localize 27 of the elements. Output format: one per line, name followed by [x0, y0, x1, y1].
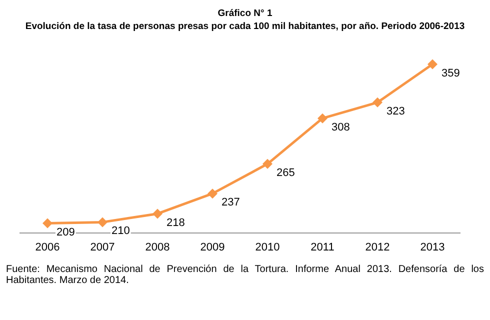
- point: [428, 59, 438, 70]
- chart-subtitle: Evolución de la tasa de personas presas por cada 100 mil habitantes, por año. Periodo 2006-2013: [24, 21, 466, 32]
- x-tick-label: 2012: [365, 241, 390, 254]
- point: [208, 188, 218, 199]
- point: [318, 113, 328, 124]
- data-label: 210: [112, 225, 130, 238]
- point: [152, 208, 162, 219]
- point: [372, 97, 382, 108]
- x-tick-label: 2010: [255, 241, 280, 254]
- x-tick-label: 2006: [35, 241, 60, 254]
- data-label: 323: [386, 105, 405, 118]
- point: [98, 217, 108, 228]
- point: [42, 218, 52, 228]
- data-label: 359: [442, 67, 460, 80]
- x-tick-label: 2013: [420, 241, 445, 254]
- point: [262, 158, 272, 169]
- data-label: 237: [222, 196, 240, 209]
- data-label: 209: [56, 226, 75, 238]
- data-label: 218: [166, 216, 185, 229]
- data-label: 308: [332, 121, 350, 134]
- x-tick-label: 2011: [310, 241, 334, 254]
- chart-title: Gráfico N° 1: [216, 8, 274, 19]
- source-note: Fuente: Mecanismo Nacional de Prevención de la Tortura. Informe Anual 2013. Defensoría de los Habitantes. Marzo de 2014.: [5, 263, 485, 288]
- x-tick-label: 2009: [200, 241, 225, 254]
- data-label: 265: [276, 166, 295, 179]
- x-tick-label: 2007: [90, 241, 115, 254]
- x-tick-label: 2008: [145, 241, 170, 254]
